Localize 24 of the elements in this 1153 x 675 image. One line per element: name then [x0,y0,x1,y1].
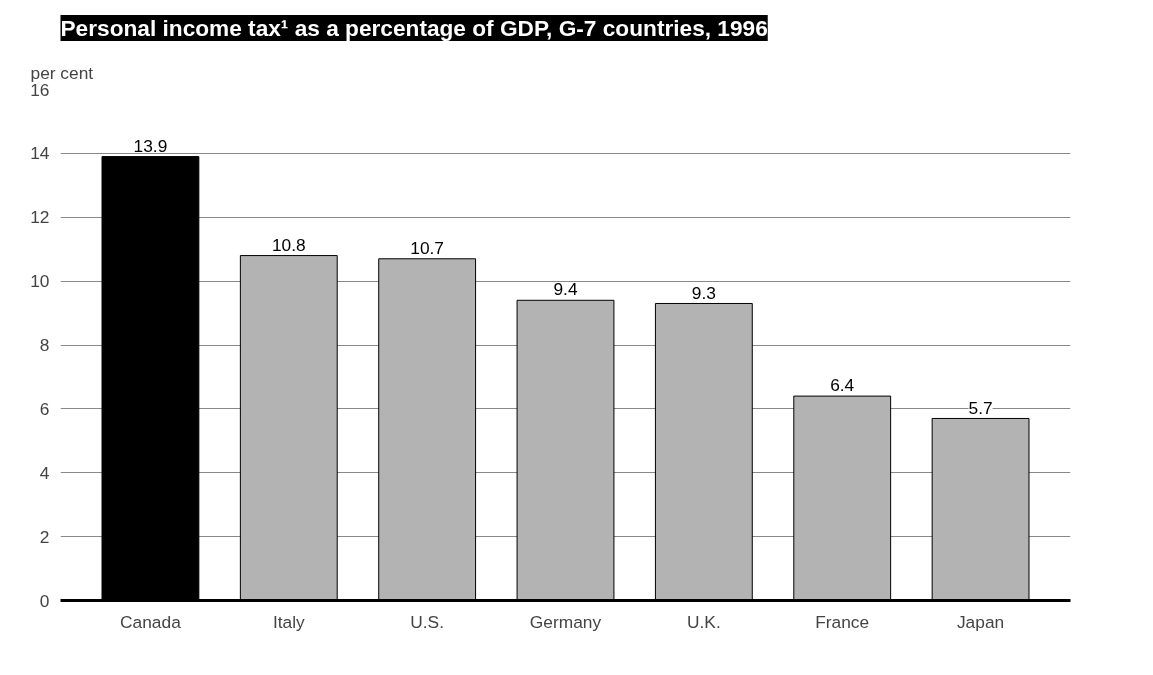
y-tick-label: 2 [39,526,50,547]
data-label: 9.3 [691,282,716,303]
y-axis-title: per cent [30,62,94,83]
x-tick-label: Italy [272,611,306,632]
data-label: 13.9 [133,135,168,156]
data-label: 9.4 [553,279,578,300]
y-tick-label: 14 [30,143,50,164]
y-tick-label: 4 [39,462,50,483]
data-label: 6.4 [830,375,855,396]
x-tick-label: France [815,611,870,632]
y-tick-label: 12 [30,207,50,228]
x-tick-label: Japan [956,611,1005,632]
x-tick-label: U.K. [687,611,721,632]
chart-title: Personal income tax¹ as a percentage of GDP, G-7 countries, 1996 [60,15,768,41]
y-tick-label: 8 [39,335,50,355]
y-tick-label: 6 [39,398,50,419]
y-tick-label: 0 [39,590,50,611]
x-tick-label: Germany [529,611,602,632]
x-tick-label: Canada [120,611,182,632]
y-tick-label: 10 [30,271,50,292]
x-tick-label: U.S. [410,611,444,632]
data-label: 5.7 [968,397,993,418]
data-label: 10.7 [410,237,445,258]
data-label: 10.8 [271,234,306,255]
